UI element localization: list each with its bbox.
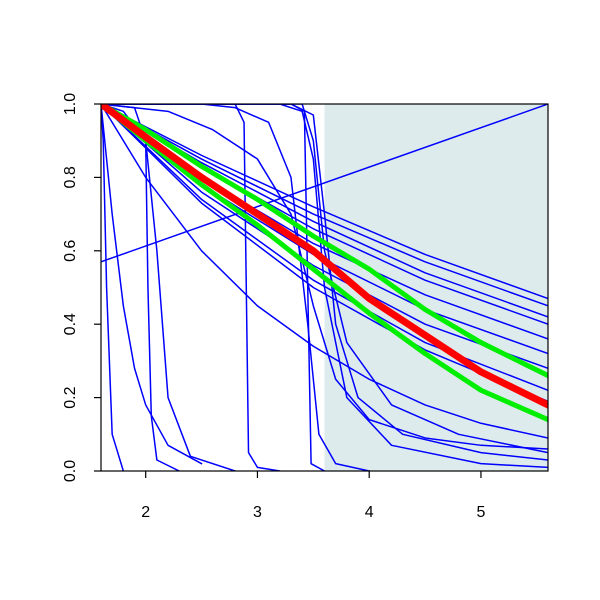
y-tick-label: 0.2 — [62, 386, 79, 408]
series-line — [101, 104, 548, 450]
series-line — [101, 104, 326, 471]
series-line — [101, 104, 548, 369]
series-line — [101, 104, 125, 471]
x-tick-label: 3 — [253, 504, 262, 521]
series-line — [101, 104, 548, 439]
y-tick-label: 1.0 — [62, 93, 79, 115]
series-line — [101, 104, 548, 300]
plot-frame — [100, 103, 549, 472]
series-line — [101, 104, 548, 454]
plot-area — [101, 104, 548, 471]
series-line — [101, 104, 548, 409]
series-line — [101, 104, 548, 461]
series-line — [101, 104, 548, 423]
x-tick-label: 2 — [141, 504, 150, 521]
series-line — [101, 104, 548, 307]
series-line — [101, 104, 236, 471]
y-tick-label: 0.6 — [62, 240, 79, 262]
series-line — [101, 104, 281, 471]
series-line — [101, 104, 548, 379]
series-line — [101, 104, 548, 403]
series-line — [101, 104, 370, 471]
y-tick-label: 0.8 — [62, 166, 79, 188]
x-tick-label: 5 — [476, 504, 485, 521]
y-tick-label: 0.0 — [62, 460, 79, 482]
y-tick-label: 0.4 — [62, 313, 79, 335]
series-line — [101, 104, 203, 465]
series-line — [101, 104, 548, 263]
x-tick-label: 4 — [365, 504, 374, 521]
series-line — [101, 104, 548, 469]
